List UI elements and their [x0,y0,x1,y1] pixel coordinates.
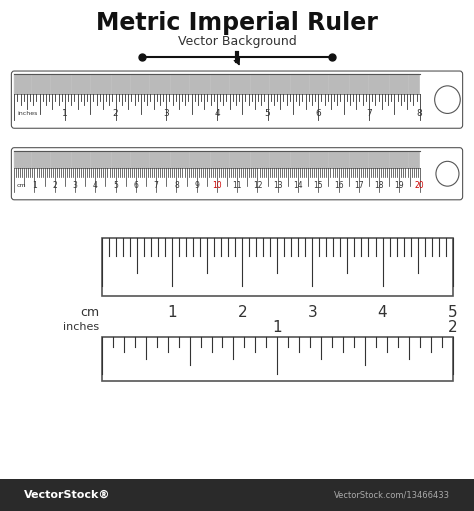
Text: 1: 1 [62,109,68,119]
Text: 3: 3 [308,305,317,320]
Text: 6: 6 [133,181,138,190]
Text: 1: 1 [167,305,177,320]
Text: 8: 8 [174,181,179,190]
Circle shape [436,161,459,186]
Text: cm: cm [81,306,100,319]
Bar [0,479,474,511]
Text: 17: 17 [354,181,364,190]
Text: 18: 18 [374,181,384,190]
Text: 13: 13 [273,181,283,190]
Text: 2: 2 [113,109,118,119]
Text: 15: 15 [313,181,323,190]
Text: 10: 10 [212,181,222,190]
Bar [102,337,453,381]
Text: Metric Imperial Ruler: Metric Imperial Ruler [96,11,378,35]
Text: 7: 7 [154,181,159,190]
Text: 5: 5 [265,109,271,119]
Text: 12: 12 [253,181,262,190]
Text: 7: 7 [366,109,372,119]
Text: 2: 2 [53,181,57,190]
Text: VectorStock.com/13466433: VectorStock.com/13466433 [334,491,450,500]
Text: 20: 20 [415,181,425,190]
Text: 4: 4 [378,305,387,320]
FancyBboxPatch shape [11,71,463,128]
Text: 11: 11 [232,181,242,190]
Text: cm: cm [17,183,27,188]
Text: 5: 5 [113,181,118,190]
Bar [14,151,419,168]
Text: 2: 2 [448,319,457,335]
Text: 1: 1 [32,181,37,190]
Text: 9: 9 [194,181,199,190]
Text: 2: 2 [237,305,247,320]
Text: 1: 1 [273,319,282,335]
Text: VectorStock®: VectorStock® [24,490,110,500]
Text: 3: 3 [164,109,169,119]
Text: 8: 8 [417,109,422,119]
Text: 5: 5 [448,305,457,320]
Text: inches: inches [64,322,100,332]
Text: 19: 19 [394,181,404,190]
Text: 3: 3 [73,181,77,190]
Text: 6: 6 [315,109,321,119]
Text: 14: 14 [293,181,303,190]
Text: 4: 4 [214,109,220,119]
Bar [14,74,419,94]
FancyBboxPatch shape [11,148,463,200]
Text: inches: inches [17,111,37,117]
Bar [102,238,453,296]
Text: 4: 4 [93,181,98,190]
Text: Vector Background: Vector Background [178,35,296,49]
Circle shape [435,86,460,113]
Text: 16: 16 [334,181,343,190]
